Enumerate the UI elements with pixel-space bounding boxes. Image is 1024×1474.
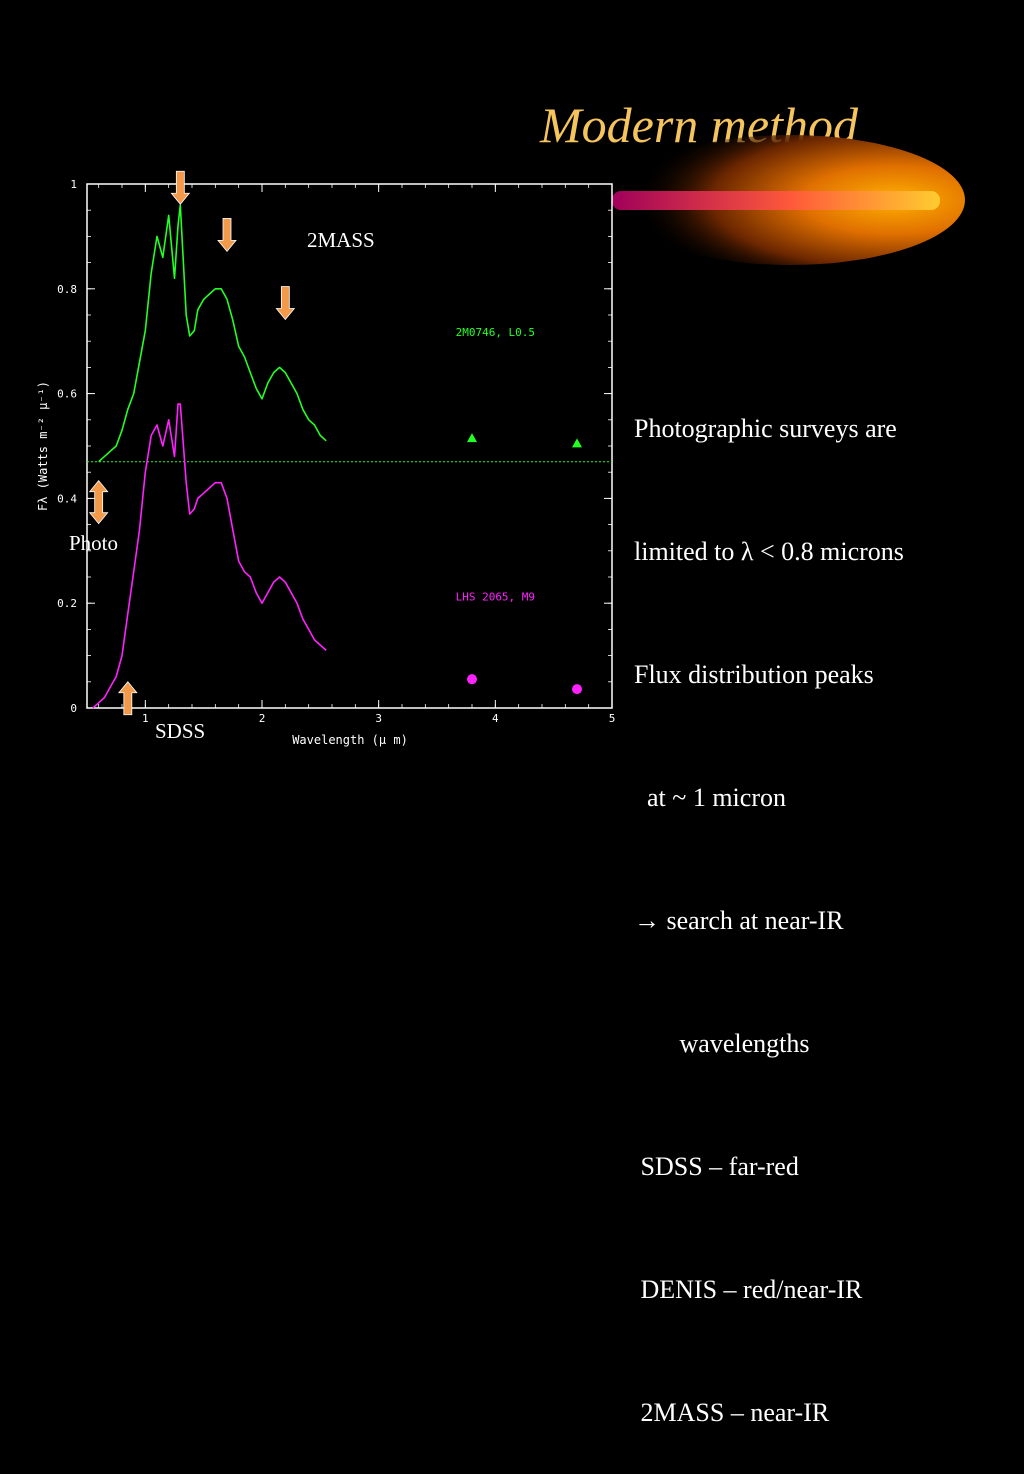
y-tick-label: 0.6	[57, 388, 77, 401]
axis-ticks: 1 2 3 4 5 0 0.2 0.4 0.6 0.8 1	[57, 178, 615, 725]
photometry-point	[572, 438, 582, 448]
bullet-line: 2MASS – near-IR	[634, 1398, 830, 1427]
up-arrow	[117, 681, 138, 716]
bullet-line: DENIS – red/near-IR	[634, 1275, 863, 1304]
band-arrows	[88, 170, 296, 716]
x-tick-label: 5	[609, 712, 616, 725]
y-tick-label: 0	[70, 702, 77, 715]
annotation-sdss: SDSS	[155, 719, 206, 743]
photometry-point	[467, 674, 477, 685]
annotation-photo: Photo	[69, 531, 119, 555]
annotation-2mass: 2MASS	[307, 228, 375, 252]
bullet-line: Photographic surveys are	[634, 414, 897, 443]
bullet-line: wavelengths	[634, 1029, 810, 1058]
x-tick-label: 3	[375, 712, 382, 725]
series-line-1	[92, 403, 327, 709]
down-arrow	[170, 170, 191, 205]
bullet-line: Flux distribution peaks	[634, 660, 874, 689]
bullet-line: → search at near-IR	[634, 906, 844, 935]
photometry-points	[467, 433, 582, 695]
x-tick-label: 1	[142, 712, 149, 725]
y-tick-label: 0.2	[57, 597, 77, 610]
y-tick-label: 0.4	[57, 492, 77, 505]
series-label: LHS 2065, M9	[456, 591, 535, 604]
plot-frame	[86, 183, 613, 709]
decorative-flare	[612, 135, 965, 265]
bullet-line: at ~ 1 micron	[634, 783, 786, 812]
bullet-line: SDSS – far-red	[634, 1152, 799, 1181]
double-arrow	[88, 480, 109, 525]
down-arrow	[275, 286, 296, 321]
y-axis-label: Fλ (Watts m⁻² μ⁻¹)	[36, 381, 50, 511]
x-tick-label: 4	[492, 712, 499, 725]
spectrum-chart: 1 2 3 4 5 0 0.2 0.4 0.6 0.8 1 2M0746, L0.5 LHS 2065…	[36, 135, 965, 747]
x-tick-label: 2	[259, 712, 266, 725]
bullet-list: Photographic surveys are limited to λ < …	[634, 326, 904, 1474]
y-tick-label: 0.8	[57, 283, 77, 296]
photometry-point	[572, 684, 582, 695]
bullet-line: limited to λ < 0.8 microns	[634, 537, 904, 566]
photometry-point	[467, 433, 477, 443]
y-tick-label: 1	[70, 178, 77, 191]
series-line-0	[98, 204, 327, 463]
series-lines: 2M0746, L0.5 LHS 2065, M9	[92, 204, 535, 709]
down-arrow	[217, 217, 237, 253]
series-label: 2M0746, L0.5	[456, 326, 535, 339]
x-axis-label: Wavelength (μ m)	[292, 733, 408, 747]
